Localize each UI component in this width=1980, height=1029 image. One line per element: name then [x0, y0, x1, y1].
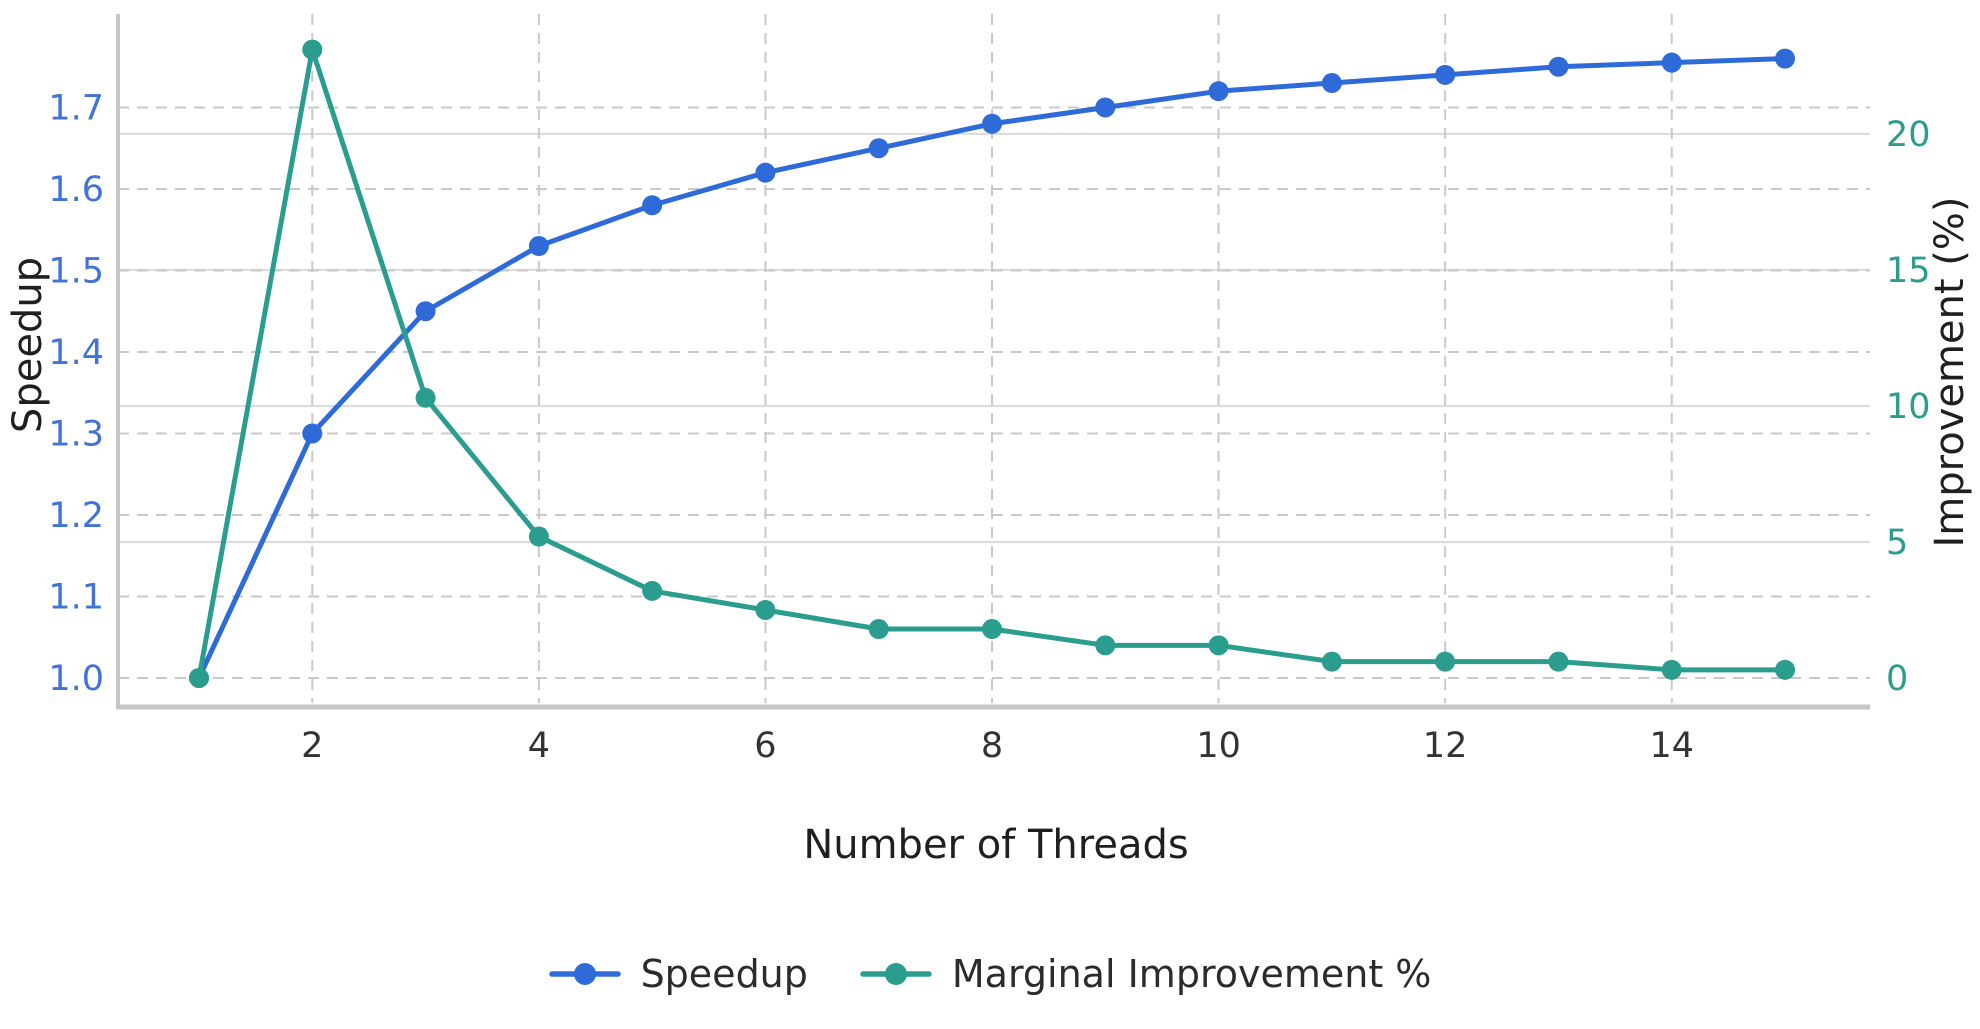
- data-point-speedup: [1321, 73, 1342, 94]
- data-point-speedup: [302, 423, 323, 444]
- data-point-marginal-improvement: [415, 387, 436, 408]
- y-left-tick-label: 1.0: [48, 659, 104, 699]
- y-right-tick-label: 20: [1886, 115, 1931, 155]
- data-point-marginal-improvement: [642, 580, 663, 601]
- y-right-tick-label: 5: [1886, 523, 1908, 563]
- y-left-tick-label: 1.2: [48, 496, 104, 536]
- data-point-speedup: [1208, 81, 1229, 102]
- y-axis-title-left: Speedup: [5, 256, 51, 434]
- legend-label-marginal-improvement: Marginal Improvement %: [951, 952, 1432, 996]
- x-tick-label: 6: [754, 726, 776, 766]
- data-point-marginal-improvement: [1321, 651, 1342, 672]
- data-point-speedup: [755, 162, 776, 183]
- data-point-marginal-improvement: [1548, 651, 1569, 672]
- data-point-speedup: [1661, 52, 1682, 73]
- data-point-marginal-improvement: [302, 39, 323, 60]
- y-right-tick-label: 10: [1886, 387, 1931, 427]
- data-point-marginal-improvement: [868, 619, 889, 640]
- data-point-marginal-improvement: [1435, 651, 1456, 672]
- x-tick-label: 10: [1196, 726, 1241, 766]
- data-point-speedup: [1095, 97, 1116, 118]
- data-point-speedup: [528, 236, 549, 257]
- data-point-marginal-improvement: [189, 667, 210, 688]
- y-left-tick-label: 1.3: [48, 414, 104, 454]
- data-point-marginal-improvement: [1661, 659, 1682, 680]
- legend: Speedup Marginal Improvement %: [0, 952, 1980, 996]
- data-point-speedup: [415, 301, 436, 322]
- data-point-marginal-improvement: [528, 526, 549, 547]
- data-point-speedup: [1435, 64, 1456, 85]
- x-tick-label: 8: [981, 726, 1003, 766]
- data-point-marginal-improvement: [982, 619, 1003, 640]
- data-point-marginal-improvement: [1775, 659, 1796, 680]
- legend-label-speedup: Speedup: [640, 952, 808, 996]
- legend-line-marker-marginal-improvement-icon: [860, 963, 932, 985]
- legend-item-speedup: Speedup: [548, 952, 808, 996]
- x-tick-label: 4: [528, 726, 550, 766]
- y-right-tick-label: 15: [1886, 251, 1931, 291]
- x-tick-label: 14: [1649, 726, 1694, 766]
- x-tick-label: 2: [301, 726, 323, 766]
- x-axis-title: Number of Threads: [803, 822, 1189, 868]
- data-point-marginal-improvement: [1208, 635, 1229, 656]
- data-point-speedup: [1548, 56, 1569, 77]
- legend-line-marker-speedup-icon: [548, 963, 621, 985]
- data-point-marginal-improvement: [755, 599, 776, 620]
- y-left-tick-label: 1.5: [48, 251, 104, 291]
- data-point-speedup: [1775, 48, 1796, 69]
- legend-item-marginal-improvement: Marginal Improvement %: [860, 952, 1432, 996]
- data-point-speedup: [868, 138, 889, 159]
- y-left-tick-label: 1.7: [48, 88, 104, 128]
- data-point-marginal-improvement: [1095, 635, 1116, 656]
- y-left-tick-label: 1.6: [48, 170, 104, 210]
- y-right-tick-label: 0: [1886, 659, 1908, 699]
- y-axis-title-right: Improvement (%): [1927, 196, 1973, 548]
- data-point-speedup: [642, 195, 663, 216]
- y-left-tick-label: 1.4: [48, 333, 104, 373]
- data-point-speedup: [982, 113, 1003, 134]
- x-tick-label: 12: [1423, 726, 1468, 766]
- y-left-tick-label: 1.1: [48, 577, 104, 617]
